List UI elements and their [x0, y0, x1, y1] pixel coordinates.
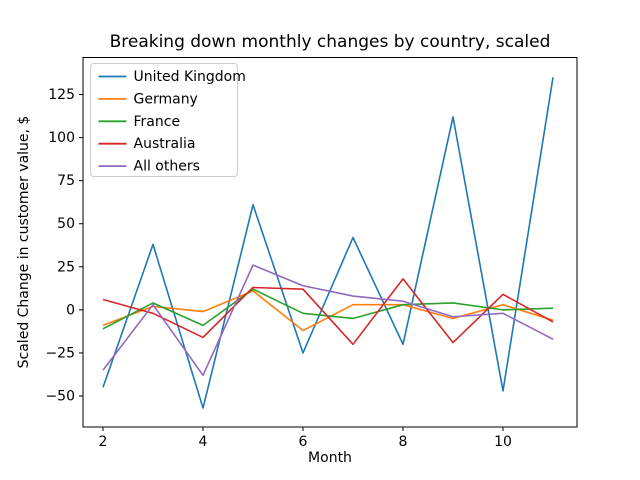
- chart-title: Breaking down monthly changes by country…: [109, 32, 551, 52]
- legend-label-united-kingdom: United Kingdom: [134, 69, 246, 85]
- y-tick-label: −50: [45, 388, 75, 404]
- series-line-australia: [102, 278, 554, 346]
- x-tick-label: 10: [494, 434, 512, 450]
- y-tick-label: 50: [57, 216, 75, 232]
- x-tick-label: 6: [299, 434, 308, 450]
- y-tick-label: 125: [48, 87, 75, 103]
- y-tick-label: 75: [57, 173, 75, 189]
- x-tick-label: 8: [399, 434, 408, 450]
- plot-border: [82, 57, 578, 428]
- series-line-all-others: [102, 264, 554, 377]
- legend-label-germany: Germany: [134, 91, 198, 107]
- y-tick-label: 100: [48, 130, 75, 146]
- legend-label-france: France: [134, 114, 181, 130]
- legend: United Kingdom Germany France Australia All …: [90, 63, 246, 177]
- y-tick-label: 0: [66, 302, 75, 318]
- x-tick-label: 2: [99, 434, 108, 450]
- legend-box: [90, 63, 238, 177]
- y-tick-label: −25: [45, 345, 75, 361]
- legend-label-australia: Australia: [134, 136, 196, 152]
- x-tick-label: 4: [199, 434, 208, 450]
- y-axis-ticks: 125 100 75 50 25 0 −25 −50: [45, 87, 83, 404]
- x-axis-label: Month: [308, 450, 352, 466]
- y-tick-label: 25: [57, 259, 75, 275]
- x-axis-ticks: 2 4 6 8 10: [99, 427, 512, 450]
- legend-label-all-others: All others: [134, 159, 200, 175]
